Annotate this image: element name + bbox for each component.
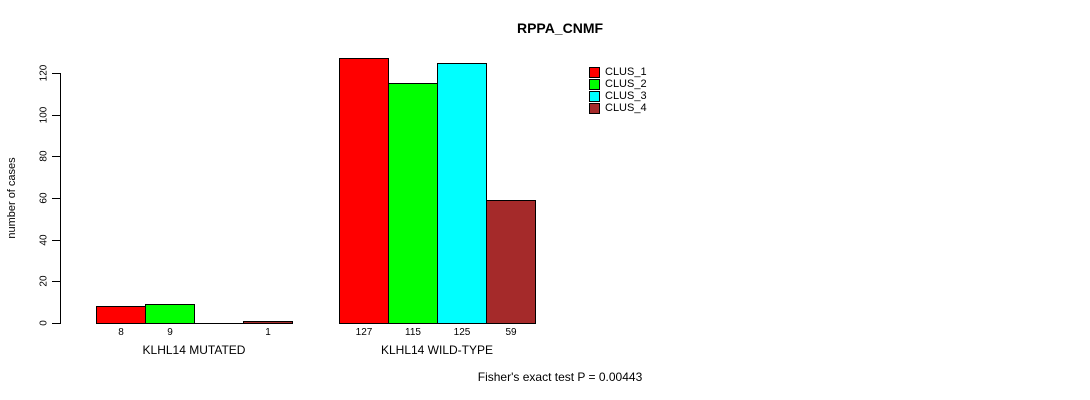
y-tick-label: 0 <box>38 320 50 326</box>
bar-value-label: 9 <box>167 327 173 338</box>
y-tick-label: 100 <box>38 106 50 124</box>
bar-value-label: 8 <box>118 327 124 338</box>
y-tick-mark <box>52 115 60 116</box>
y-tick-label: 20 <box>38 275 50 287</box>
bar-clus_4 <box>243 321 293 324</box>
legend-swatch-clus_2 <box>589 79 600 90</box>
y-tick-mark <box>52 240 60 241</box>
bar-value-label: 1 <box>265 327 271 338</box>
bar-clus_1 <box>96 306 146 324</box>
fisher-test-annotation: Fisher's exact test P = 0.00443 <box>477 370 643 384</box>
legend-swatch-clus_3 <box>589 91 600 102</box>
y-tick-label: 40 <box>38 234 50 246</box>
legend-swatch-clus_4 <box>589 103 600 114</box>
y-tick-label: 120 <box>38 64 50 82</box>
y-tick-mark <box>52 323 60 324</box>
bar-value-label: 115 <box>405 327 421 338</box>
category-label-wildtype: KLHL14 WILD-TYPE <box>380 343 494 357</box>
y-axis-line <box>60 73 61 324</box>
legend-label-clus_3: CLUS_3 <box>605 90 647 102</box>
bar-clus_1 <box>339 58 389 324</box>
y-tick-label: 80 <box>38 150 50 162</box>
legend-label-clus_1: CLUS_1 <box>605 66 647 78</box>
bar-value-label: 59 <box>505 327 517 338</box>
y-tick-mark <box>52 73 60 74</box>
y-tick-mark <box>52 198 60 199</box>
bar-clus_4 <box>486 200 536 324</box>
bar-clus_3-zero <box>194 323 244 324</box>
bar-clus_3 <box>437 63 487 324</box>
bar-clus_2 <box>145 304 195 324</box>
legend-label-clus_4: CLUS_4 <box>605 102 647 114</box>
bar-value-label: 125 <box>453 327 471 338</box>
y-tick-label: 60 <box>38 192 50 204</box>
legend-swatch-clus_1 <box>589 67 600 78</box>
chart-title: RPPA_CNMF <box>516 20 604 36</box>
legend-label-clus_2: CLUS_2 <box>605 78 647 90</box>
category-label-mutated: KLHL14 MUTATED <box>142 343 246 357</box>
y-tick-mark <box>52 281 60 282</box>
y-axis-label: number of cases <box>6 157 18 239</box>
bar-clus_2 <box>388 83 438 324</box>
y-tick-mark <box>52 156 60 157</box>
bar-value-label: 127 <box>355 327 373 338</box>
